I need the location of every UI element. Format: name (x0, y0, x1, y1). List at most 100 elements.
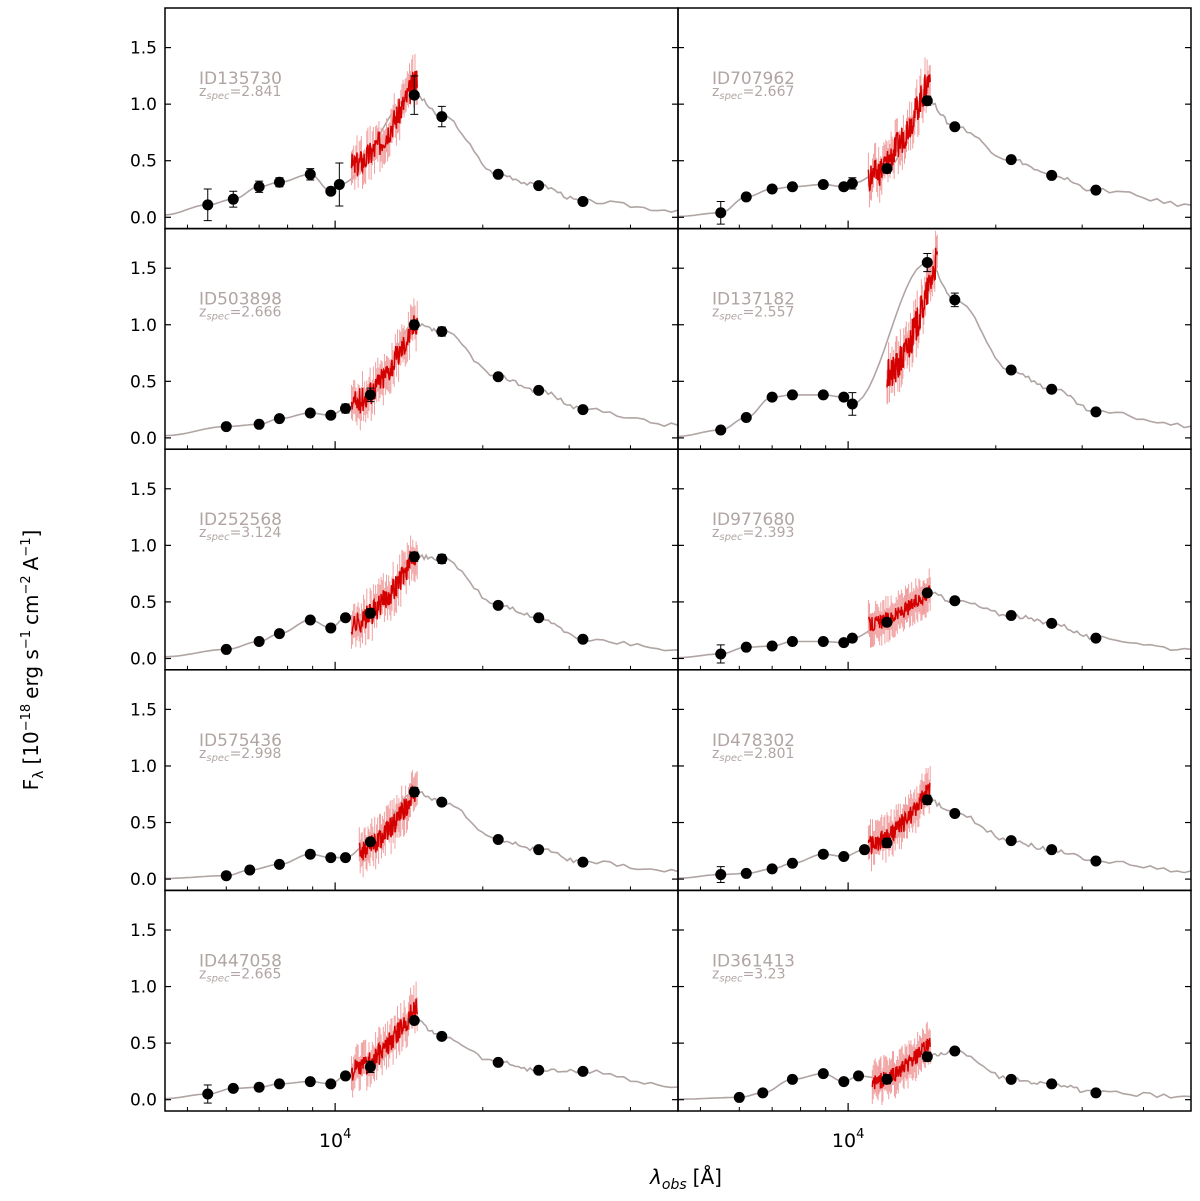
photometry-point (533, 1064, 545, 1076)
panel-frame (164, 227, 679, 450)
zspec-sub: spec (206, 532, 230, 543)
photometry-point (533, 844, 545, 856)
photometry-point (304, 848, 316, 860)
photometry-point (304, 1076, 316, 1088)
zspec-value: =2.666 (230, 305, 282, 321)
photometry-point (786, 1073, 798, 1085)
spectrum-line (868, 585, 931, 632)
y-tick-label: 1.5 (130, 921, 157, 941)
photometry-point (921, 1051, 933, 1063)
photometry-point (838, 181, 850, 193)
y-tick-label: 1.0 (130, 978, 157, 998)
zspec-symbol: z (199, 746, 206, 762)
photometry-point (436, 111, 448, 123)
photometry-point (304, 614, 316, 626)
zspec-label: zspec=3.124 (199, 525, 281, 543)
plot-area (165, 298, 678, 437)
zspec-value: =2.665 (230, 966, 282, 982)
plot-area (678, 1021, 1191, 1105)
plot-area (165, 770, 678, 882)
zspec-symbol: z (199, 305, 206, 321)
zspec-label: zspec=2.557 (712, 305, 794, 323)
y-label-exp4: −1 (19, 537, 34, 556)
photometry-point (846, 632, 858, 644)
photometry-point (273, 413, 285, 425)
zspec-symbol: z (712, 966, 719, 982)
photometry-point (838, 391, 850, 403)
photometry-point (786, 389, 798, 401)
photometry-point (408, 786, 420, 798)
spectrum-line (350, 998, 418, 1081)
photometry-point (921, 95, 933, 107)
zspec-sub: spec (719, 753, 743, 764)
photometry-point (273, 628, 285, 640)
x-tick-label: 104 (319, 1127, 351, 1152)
photometry-point (786, 181, 798, 193)
photometry-point (273, 176, 285, 188)
zspec-label: zspec=2.667 (712, 84, 794, 102)
zspec-value: =2.667 (743, 84, 795, 100)
x-tick-exp: 4 (856, 1127, 864, 1142)
photometry-point (740, 867, 752, 879)
y-label-exp2: −1 (19, 630, 34, 649)
x-tick-base: 10 (319, 1130, 343, 1152)
zspec-label: zspec=2.801 (712, 746, 794, 764)
photometry-point (227, 1082, 239, 1094)
y-label-mid: erg s (19, 649, 43, 699)
photometry-point (220, 643, 232, 655)
object-id-label: ID447058 (199, 951, 282, 971)
photometry-point (325, 185, 337, 197)
photometry-point (817, 636, 829, 648)
object-id-label: ID707962 (712, 69, 795, 89)
photometry-point (1005, 1073, 1017, 1085)
photometry-point (786, 857, 798, 869)
photometry-point (1046, 383, 1058, 395)
y-tick-label: 0.0 (130, 1091, 157, 1111)
y-label-mid2: cm (19, 595, 43, 625)
photometry-point (340, 1070, 352, 1082)
spectrum-line (867, 74, 931, 192)
photometry-point (408, 1014, 420, 1026)
photometry-point (715, 869, 727, 881)
photometry-point (577, 195, 589, 207)
zspec-value: =2.998 (230, 746, 282, 762)
photometry-point (846, 177, 858, 189)
photometry-point (304, 407, 316, 419)
photometry-point (786, 636, 798, 648)
photometry-point (436, 326, 448, 338)
y-tick-label: 1.5 (130, 480, 157, 500)
zspec-symbol: z (712, 746, 719, 762)
photometry-point (846, 398, 858, 410)
photometry-point (436, 796, 448, 808)
panel-frame (164, 669, 679, 892)
photometry-point (1090, 1087, 1102, 1099)
photometry-point (408, 319, 420, 331)
zspec-sub: spec (719, 91, 743, 102)
photometry-point (202, 199, 214, 211)
zspec-value: =2.801 (743, 746, 795, 762)
photometry-point (244, 864, 256, 876)
spectrum-line (886, 247, 939, 388)
x-tick-base: 10 (832, 1130, 856, 1152)
photometry-point (364, 607, 376, 619)
photometry-point (202, 1088, 214, 1100)
photometry-point (273, 1078, 285, 1090)
y-tick-label: 0.5 (130, 152, 157, 172)
y-tick-label: 0.5 (130, 1034, 157, 1054)
photometry-point (1046, 844, 1058, 856)
photometry-point (253, 1081, 265, 1093)
x-label-units: [Å] (693, 1165, 722, 1189)
zspec-sub: spec (206, 973, 230, 984)
photometry-point (921, 794, 933, 806)
spectrum-line (867, 782, 931, 855)
x-label-sub: obs (662, 1177, 687, 1193)
y-tick-label: 1.0 (130, 316, 157, 336)
x-axis-label: λobs [Å] (649, 1165, 722, 1193)
y-tick-label: 0.0 (130, 208, 157, 228)
y-tick-label: 1.0 (130, 95, 157, 115)
photometry-point (1046, 169, 1058, 181)
plot-area (678, 568, 1191, 664)
photometry-point (859, 844, 871, 856)
